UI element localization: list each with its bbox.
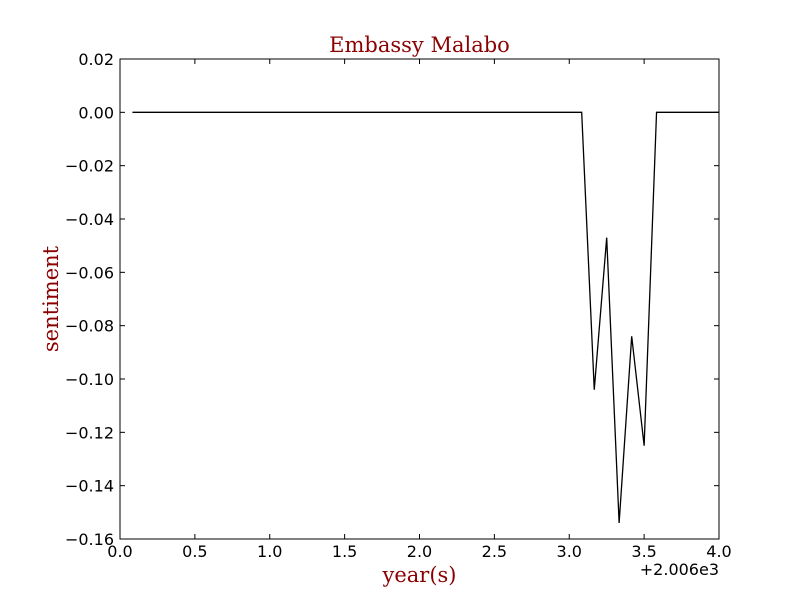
series-group [132,111,719,524]
y-tick-label: −0.10 [65,370,114,389]
plot-background [120,59,719,539]
plot-frame [119,58,720,540]
y-tick-label: −0.14 [65,477,114,496]
x-axis-ticks: 0.0 0.5 1.0 1.5 2.0 2.5 3.0 3.5 4.0 [107,59,732,561]
x-tick-label: 0.5 [182,542,207,561]
x-tick-label: 4.0 [706,542,731,561]
y-tick-label: −0.16 [65,530,114,549]
x-tick-label: 3.5 [631,542,656,561]
y-tick-label: 0.02 [78,50,114,69]
y-tick-label: −0.08 [65,317,114,336]
chart-title: Embassy Malabo [329,33,510,57]
x-axis-title: year(s) [381,563,456,587]
y-tick-label: −0.12 [65,423,114,442]
y-axis-ticks: 0.02 0.00 −0.02 −0.04 −0.06 −0.08 −0.10 −0.12 −0… [65,50,719,549]
x-tick-label: 2.0 [407,542,432,561]
y-tick-label: −0.06 [65,263,114,282]
y-tick-label: −0.04 [65,210,114,229]
x-tick-label: 2.5 [482,542,507,561]
x-tick-label: 1.0 [257,542,282,561]
y-tick-label: 0.00 [78,103,114,122]
x-tick-label: 0.0 [107,542,132,561]
x-tick-label: 1.5 [332,542,357,561]
x-axis-offset-label: +2.006e3 [640,560,719,579]
y-tick-label: −0.02 [65,157,114,176]
x-tick-label: 3.0 [557,542,582,561]
series-line [132,111,719,524]
y-axis-title: sentiment [39,245,63,352]
